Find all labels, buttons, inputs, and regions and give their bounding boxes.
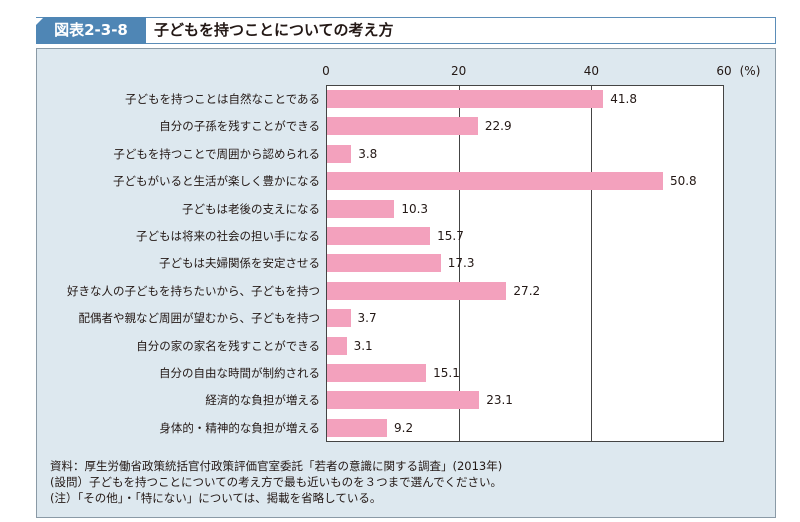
data-label: 3.8 — [358, 146, 378, 161]
remark-note: (注）「その他」・「特にない」については、掲載を省略している。 — [50, 491, 382, 505]
x-tick-label: 40 — [583, 64, 599, 78]
figure-id: 図表2-3-8 — [36, 17, 146, 44]
bar — [327, 418, 388, 437]
bar — [327, 254, 441, 273]
data-label: 50.8 — [669, 174, 697, 189]
header-bar — [36, 17, 776, 44]
data-label: 22.9 — [484, 119, 512, 134]
data-label: 23.1 — [486, 393, 513, 408]
data-label: 3.7 — [357, 311, 377, 326]
bar — [327, 90, 604, 108]
x-tick-label: 20 — [451, 64, 467, 78]
bar — [327, 391, 480, 410]
bar — [327, 227, 431, 245]
gridline — [458, 85, 460, 442]
bar — [327, 336, 347, 355]
category-label: 配偶者や親など周囲が望むから、子どもを持つ — [78, 311, 321, 326]
bar — [327, 309, 351, 328]
notes: 資料：厚生労働省政策統括官付政策評価官室委託「若者の意識に関する調査」(2013… — [50, 458, 502, 506]
category-label: 好きな人の子どもを持ちたいから、子どもを持つ — [67, 283, 320, 298]
data-label: 15.1 — [433, 366, 460, 380]
category-label: 自分の自由な時間が制約される — [159, 366, 320, 380]
category-label: 子どもは夫婦関係を安定させる — [159, 256, 320, 271]
unit-label: (%) — [739, 64, 761, 78]
bar — [327, 281, 507, 300]
data-label: 15.7 — [437, 229, 464, 243]
data-label: 17.3 — [447, 256, 475, 271]
x-tick-label: 0 — [322, 64, 330, 78]
bar — [327, 199, 395, 218]
category-label: 子どもは老後の支えになる — [182, 201, 320, 216]
category-label: 自分の家の家名を残すことができる — [136, 338, 320, 353]
bar — [327, 172, 663, 191]
data-label: 41.8 — [610, 92, 637, 106]
question-note: (設問）子どもを持つことについての考え方で最も近いものを３つまで選んでください。 — [50, 475, 503, 489]
gridline — [591, 85, 593, 442]
source-note: 資料：厚生労働省政策統括官付政策評価官室委託「若者の意識に関する調査」(2013… — [50, 459, 503, 473]
data-label: 3.1 — [353, 338, 373, 353]
category-label: 自分の子孫を残すことができる — [159, 119, 320, 134]
category-label: 子どもを持つことは自然なことである — [124, 92, 320, 106]
category-label: 子どもを持つことで周囲から認められる — [113, 146, 320, 161]
category-label: 子どもは将来の社会の担い手になる — [136, 229, 320, 243]
category-label: 身体的・精神的な負担が増える — [159, 420, 320, 435]
chart-title: 子どもを持つことについての考え方 — [154, 21, 394, 39]
category-label: 子どもがいると生活が楽しく豊かになる — [113, 174, 320, 189]
data-label: 10.3 — [401, 201, 429, 216]
data-label: 27.2 — [513, 283, 541, 298]
bar — [327, 364, 427, 382]
bar — [327, 117, 478, 136]
data-label: 9.2 — [394, 420, 414, 435]
x-tick-label: 60 — [716, 64, 732, 78]
bar — [327, 144, 352, 163]
category-label: 経済的な負担が増える — [205, 393, 320, 408]
